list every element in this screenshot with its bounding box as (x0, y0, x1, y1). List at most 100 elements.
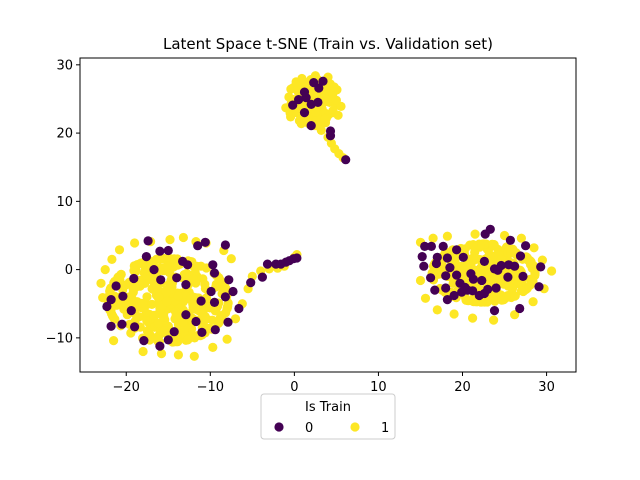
data-point (420, 241, 430, 251)
data-point (495, 273, 505, 284)
data-point (505, 235, 515, 245)
chart-title: Latent Space t-SNE (Train vs. Validation… (163, 35, 493, 53)
data-point (475, 241, 485, 251)
data-point (165, 235, 175, 245)
data-point (299, 108, 310, 118)
data-point (477, 275, 487, 286)
data-point (463, 296, 473, 306)
data-point (515, 303, 525, 314)
data-point (126, 306, 136, 316)
data-point (468, 240, 478, 250)
data-point (547, 266, 557, 276)
data-point (224, 275, 234, 285)
data-point (169, 327, 179, 337)
data-point (223, 317, 233, 327)
data-point (515, 251, 526, 261)
data-point (430, 285, 440, 295)
data-point (137, 298, 147, 308)
data-point (321, 92, 331, 102)
data-point (452, 270, 462, 280)
data-point (485, 224, 495, 234)
data-point (442, 231, 452, 241)
data-point (321, 85, 331, 95)
data-point (428, 233, 438, 243)
data-point (191, 316, 201, 327)
data-point (132, 260, 142, 270)
data-point (105, 286, 115, 296)
x-tick-label: −10 (197, 380, 224, 395)
data-point (297, 73, 307, 84)
data-point (173, 291, 183, 301)
data-point (257, 272, 267, 282)
plot-frame (79, 57, 577, 373)
data-point (415, 275, 426, 286)
data-point (468, 313, 478, 323)
data-point (506, 248, 516, 258)
legend-label-1: 1 (381, 421, 389, 436)
data-point (434, 269, 444, 279)
data-point (154, 292, 164, 302)
y-tick-label: 0 (65, 263, 73, 278)
data-point (143, 236, 153, 246)
data-point (98, 293, 108, 303)
legend-marker-1 (350, 422, 360, 432)
data-point (159, 312, 169, 322)
data-point (172, 273, 182, 283)
data-point (528, 276, 538, 286)
y-tick-label: 10 (56, 195, 73, 210)
data-point (313, 97, 323, 107)
data-point (262, 259, 273, 269)
data-point (320, 114, 330, 124)
data-point (419, 261, 429, 271)
data-point (463, 285, 473, 295)
data-point (222, 334, 232, 344)
data-point (200, 279, 210, 289)
data-point (503, 272, 513, 282)
data-point (206, 286, 216, 297)
x-tick-label: −20 (113, 380, 140, 395)
data-point (230, 314, 241, 324)
data-point (509, 310, 520, 320)
data-point (226, 254, 236, 264)
data-point (162, 261, 172, 271)
data-point (341, 155, 351, 165)
data-point (163, 254, 174, 264)
data-point (188, 274, 198, 284)
data-point (325, 131, 336, 141)
data-point (310, 71, 320, 81)
data-point (183, 260, 193, 270)
data-point (142, 316, 152, 326)
data-point (142, 292, 152, 302)
data-point (449, 309, 459, 319)
data-point (426, 273, 436, 283)
data-point (178, 317, 188, 327)
x-tick-label: 0 (290, 380, 298, 395)
data-point (470, 229, 480, 239)
data-point (234, 303, 244, 314)
data-point (130, 322, 140, 332)
data-point (111, 281, 121, 291)
data-point (525, 259, 536, 270)
data-point (181, 310, 191, 320)
data-point (306, 121, 316, 131)
data-point (246, 278, 256, 288)
data-point (534, 282, 544, 292)
data-point (142, 326, 152, 336)
data-point (139, 336, 149, 346)
data-point (108, 312, 118, 322)
data-point (138, 346, 148, 357)
data-point (489, 306, 500, 316)
data-point (147, 299, 157, 309)
legend-box (260, 393, 396, 440)
data-point (442, 253, 452, 263)
series-1-points (96, 71, 557, 361)
data-point (118, 282, 128, 292)
data-point (488, 239, 498, 250)
data-point (294, 116, 304, 126)
data-point (286, 112, 296, 122)
data-point (438, 241, 448, 251)
data-point (281, 103, 291, 113)
points-layer (96, 71, 557, 361)
